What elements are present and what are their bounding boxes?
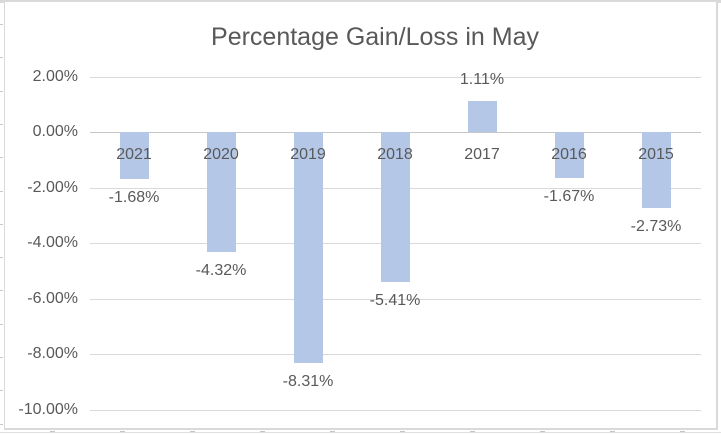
gridline [90,77,701,78]
bar-2019[interactable] [294,132,323,363]
worksheet-gridline-stub [0,357,3,358]
gridline [90,354,701,355]
bar-2020[interactable] [207,132,236,252]
bar-2017[interactable] [468,101,497,132]
category-label-2021: 2021 [116,146,152,163]
data-label-2015: -2.73% [630,218,682,235]
worksheet-gridline-stub [0,257,3,258]
category-label-2015: 2015 [638,146,674,163]
category-label-2018: 2018 [377,146,413,163]
bar-2016[interactable] [555,132,584,178]
bar-2021[interactable] [120,132,149,179]
category-label-2017: 2017 [464,146,500,163]
worksheet-row-line [0,432,721,433]
gridline [90,299,701,300]
worksheet-gridline-stub [0,290,3,291]
worksheet-gridline-stub [0,24,3,25]
worksheet-gridline-stub [0,424,3,425]
y-axis-tick-label: -2.00% [27,179,78,196]
data-label-2016: -1.67% [543,188,595,205]
worksheet-gridline-stub [0,57,3,58]
chart-title: Percentage Gain/Loss in May [211,23,539,51]
worksheet-gridline-stub [0,224,3,225]
worksheet-gridline-stub [0,91,3,92]
chart-object-frame[interactable] [4,2,718,430]
y-axis-tick-label: -6.00% [27,290,78,307]
y-axis-tick-label: -4.00% [27,234,78,251]
gridline [90,410,701,411]
data-label-2018: -5.41% [369,292,421,309]
data-label-2019: -8.31% [282,373,334,390]
category-label-2019: 2019 [290,146,326,163]
data-label-2017: 1.11% [459,71,505,88]
worksheet-gridline-stub [0,390,3,391]
category-label-2020: 2020 [203,146,239,163]
bar-2018[interactable] [381,132,410,282]
worksheet-gridline-stub [0,124,3,125]
worksheet-gridline-stub [0,191,3,192]
y-axis-tick-label: 2.00% [32,68,78,85]
worksheet-row-border [0,0,721,3]
y-axis-tick-label: -10.00% [18,401,78,418]
category-label-2016: 2016 [551,146,587,163]
bar-2015[interactable] [642,132,671,208]
y-axis-tick-label: 0.00% [32,123,78,140]
worksheet-gridline-stub [0,324,3,325]
data-label-2021: -1.68% [108,189,160,206]
y-axis-tick-label: -8.00% [27,345,78,362]
data-label-2020: -4.32% [195,262,247,279]
worksheet-gridline-stub [0,157,3,158]
